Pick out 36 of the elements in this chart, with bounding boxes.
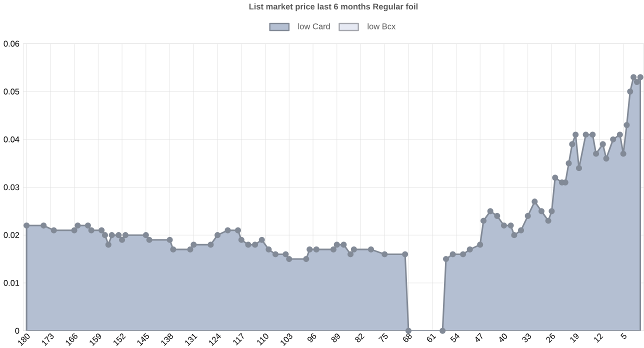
y-tick-label: 0.03 [4,184,20,190]
x-tick-label: 61 [427,334,436,342]
x-tick-label: 5 [620,333,626,340]
x-tick-label: 138 [161,334,173,346]
x-tick-label: 152 [114,334,126,346]
y-tick-label: 0.04 [4,136,20,142]
x-tick-label: 26 [546,334,555,343]
x-tick-label: 82 [355,334,365,342]
x-tick-label: 166 [66,334,78,346]
x-tick-label: 12 [594,334,604,343]
x-tick-label: 131 [185,334,198,346]
chart-title: List market price last 6 months Regular foil [249,3,418,12]
x-tick-label: 33 [522,334,532,342]
x-tick-label: 110 [257,334,268,346]
legend-label: low Card [298,23,330,30]
x-tick-label: 68 [403,334,412,342]
x-tick-label: 124 [209,333,221,346]
y-tick-label: 0.01 [4,280,20,286]
x-tick-label: 173 [42,334,54,346]
x-tick-label: 103 [280,334,292,346]
x-tick-label: 96 [308,334,316,342]
x-tick-label: 54 [450,333,460,342]
x-tick-label: 40 [500,334,508,342]
x-tick-label: 89 [331,334,340,342]
y-tick-label: 0.05 [4,88,20,95]
x-tick-label: 117 [233,332,244,346]
y-tick-label: 0 [15,328,20,334]
y-tick-label: 0.02 [4,232,20,238]
legend-label: low Bcx [368,23,396,30]
x-tick-label: 75 [378,333,388,342]
y-tick-label: 0.06 [4,40,20,47]
x-tick-label: 145 [137,333,149,346]
x-tick-label: 47 [476,332,482,342]
x-tick-label: 19 [570,334,579,343]
x-tick-label: 180 [18,334,30,346]
x-tick-label: 159 [90,334,102,346]
